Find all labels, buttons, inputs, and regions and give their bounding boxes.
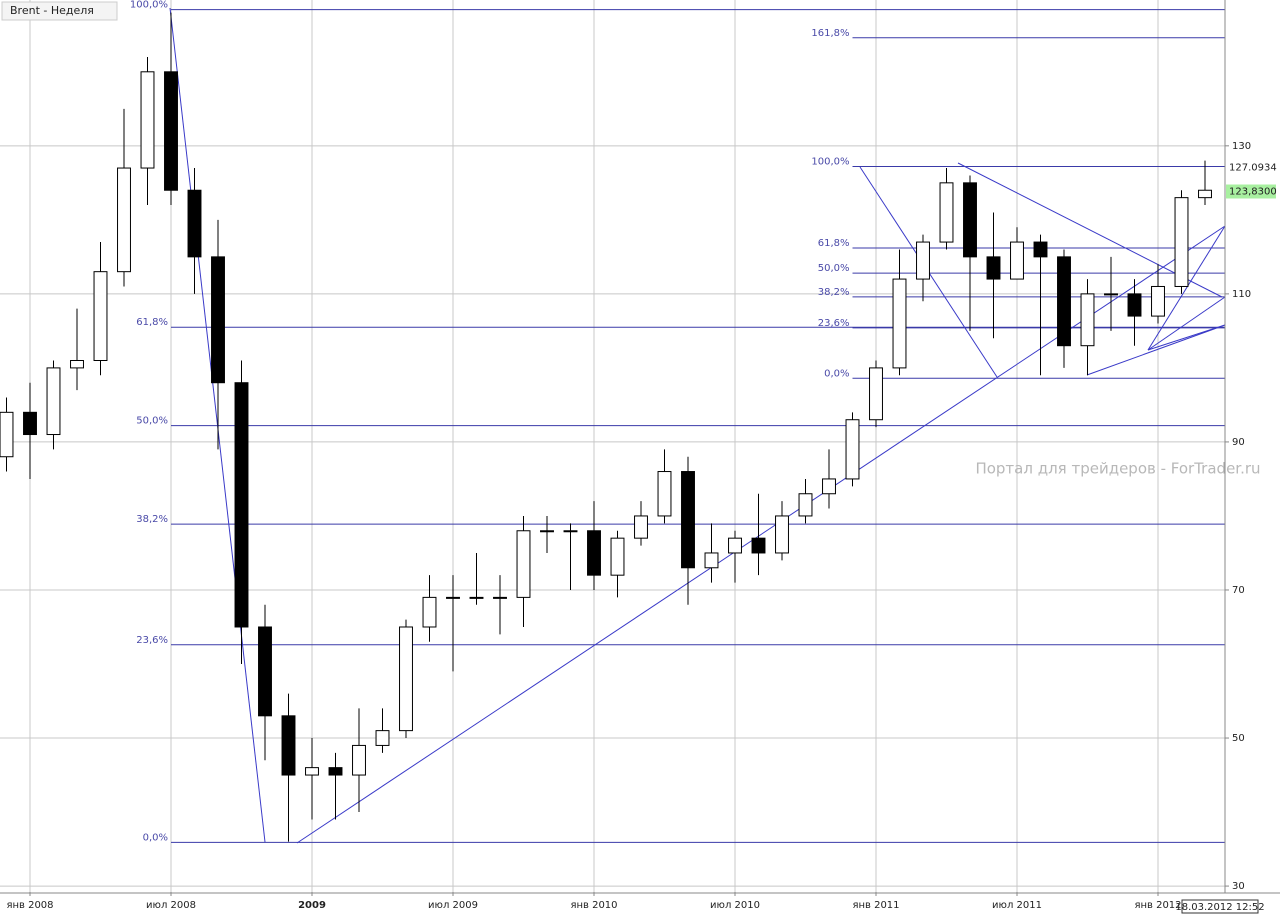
trend-line [1147, 324, 1226, 351]
candle-body [1127, 293, 1142, 317]
title-box[interactable] [1, 1, 118, 21]
candle-body [93, 271, 108, 362]
fibonacci: 100,0% 61,8% 50,0% 38,2% 23,6% 0,0% 161,8% 100,… [130, 0, 1225, 843]
timestamp-box [1181, 899, 1259, 914]
fib-label: 61,8% [136, 317, 168, 328]
candle-body [117, 167, 131, 273]
candle-body [46, 367, 61, 436]
candle-body [1104, 293, 1118, 296]
grid [0, 0, 1225, 892]
candles [0, 12, 1212, 842]
candle-body [845, 419, 860, 480]
fib-label: 100,0% [811, 157, 849, 168]
candle-body [70, 360, 84, 369]
candle-body [657, 471, 672, 517]
fib-label: 23,6% [818, 318, 850, 329]
candle-body [775, 515, 789, 554]
candle-body [328, 767, 343, 776]
fib-label: 161,8% [811, 28, 849, 39]
x-tick-label: июл 2010 [710, 900, 760, 911]
candle-body [1151, 285, 1165, 317]
y-tick-label: 110 [1232, 289, 1251, 300]
candle-body [704, 552, 719, 569]
trend-line [1147, 225, 1226, 351]
candle-body [563, 530, 578, 533]
x-tick-label: янв 2010 [570, 900, 617, 911]
candle-body [352, 744, 366, 776]
candle-body [187, 189, 202, 258]
price-label: 123,8300 [1229, 187, 1277, 198]
trend-line [1147, 296, 1226, 351]
fib-label: 61,8% [818, 238, 850, 249]
y-tick-label: 30 [1232, 881, 1245, 892]
candle-body [869, 367, 883, 421]
candle-body [634, 515, 648, 539]
candle-body [211, 256, 225, 384]
candle-body [751, 537, 766, 554]
candle-body [23, 411, 37, 436]
chart-title[interactable]: Brent - Неделя [10, 4, 94, 17]
candle-body [939, 182, 954, 243]
candle-body [963, 182, 977, 258]
candle-body [1080, 293, 1095, 347]
y-tick-label: 90 [1232, 437, 1245, 448]
axes: 30 50 70 90 110 130 янв 2008 июл 2008 2009 июл 20… [6, 141, 1276, 911]
candle-body [916, 241, 930, 280]
candle-body [258, 626, 272, 717]
candle-body [681, 471, 695, 569]
watermark: Портал для трейдеров - ForTrader.ru [975, 460, 1260, 478]
price-label: 127.0934 [1229, 162, 1277, 173]
x-tick-label: июл 2008 [146, 900, 196, 911]
candle-body [1010, 241, 1024, 280]
candle-body [305, 767, 319, 776]
y-tick-label: 130 [1232, 141, 1251, 152]
fib-label: 23,6% [136, 635, 168, 646]
x-tick-label: июл 2009 [428, 900, 478, 911]
candle-body [399, 626, 413, 732]
candle-body [728, 537, 742, 554]
x-tick-label: янв 2012 [1134, 900, 1181, 911]
candle-body [140, 71, 155, 169]
fib-label: 50,0% [818, 263, 850, 274]
price-label-box [1226, 160, 1276, 175]
candle-body [446, 596, 460, 599]
candle-body [822, 478, 836, 495]
fib-label: 50,0% [136, 416, 168, 427]
candle-body [469, 596, 484, 599]
y-tick-label: 70 [1232, 585, 1245, 596]
fib-label: 100,0% [130, 0, 168, 11]
candle-body [375, 730, 390, 746]
candle-body [1057, 256, 1071, 347]
candle-body [422, 596, 437, 628]
x-tick-label: июл 2011 [992, 900, 1042, 911]
candle-body [798, 493, 813, 517]
candle-body [164, 71, 178, 191]
timestamp: 18.03.2012 12:52 [1175, 902, 1264, 913]
candle-body [610, 537, 625, 576]
candle-body [516, 530, 531, 598]
candle-body [493, 596, 507, 599]
fib-label: 38,2% [818, 287, 850, 298]
candle-body [892, 278, 907, 369]
fib-label: 0,0% [824, 368, 849, 379]
candle-body [0, 411, 14, 458]
candle-body [986, 256, 1001, 280]
candle-body [540, 530, 554, 533]
candle-body [1174, 197, 1189, 287]
fib-label: 38,2% [136, 514, 168, 525]
price-label-box [1226, 184, 1276, 199]
y-tick-label: 50 [1232, 733, 1245, 744]
x-tick-label: янв 2008 [6, 900, 53, 911]
fib-label: 0,0% [143, 832, 168, 843]
x-tick-label: янв 2011 [852, 900, 899, 911]
candle-body [281, 715, 296, 776]
candle-body [587, 530, 601, 576]
candle-body [1198, 189, 1212, 199]
candle-body [234, 382, 249, 628]
x-tick-label: 2009 [298, 900, 326, 911]
trend-line [1086, 324, 1226, 376]
candle-body [1033, 241, 1048, 258]
